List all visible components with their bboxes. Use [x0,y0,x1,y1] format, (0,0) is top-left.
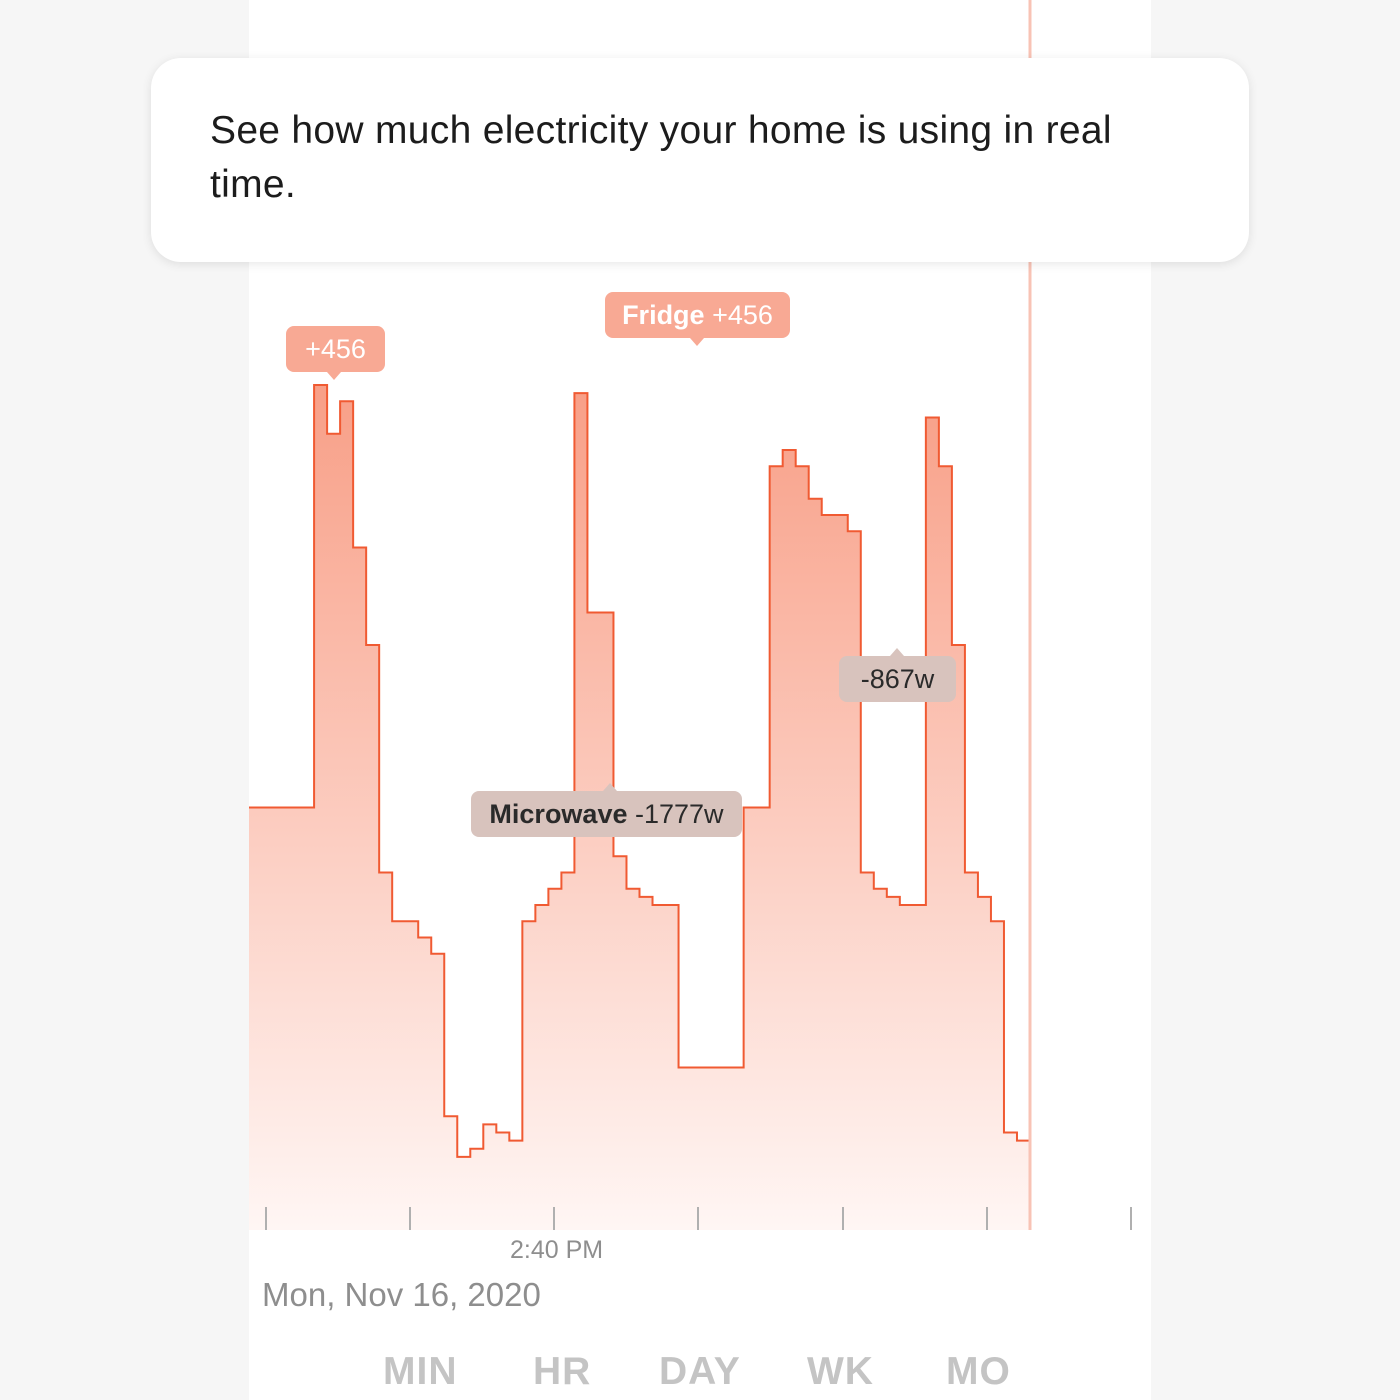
feature-callout: See how much electricity your home is us… [151,58,1249,262]
tag-device: Fridge [622,300,705,330]
tab-day[interactable]: DAY [659,1350,741,1393]
tag-pointer [603,783,617,791]
tab-hr[interactable]: HR [533,1350,592,1393]
peak-annotation-tag[interactable]: +456 [286,326,385,380]
tab-mo[interactable]: MO [946,1350,1011,1393]
tab-min[interactable]: MIN [383,1350,458,1393]
fridge-annotation-tag[interactable]: Fridge +456 [605,292,790,346]
tag-pointer [890,648,904,656]
callout-text: See how much electricity your home is us… [210,109,1112,206]
tag-value: +456 [305,334,366,364]
time-axis-label: 2:40 PM [510,1236,604,1264]
tab-wk[interactable]: WK [807,1350,874,1393]
tag-pointer [690,338,704,346]
time-axis-ticks [265,1207,1132,1230]
tag-value: +456 [712,300,773,330]
usage-line [249,384,1031,1158]
drop-annotation-tag[interactable]: -867w [839,648,956,702]
tag-pointer [327,372,341,380]
tag-device: Microwave [489,799,628,829]
tag-value: -867w [860,664,935,694]
tag-value: -1777w [635,799,724,829]
microwave-annotation-tag[interactable]: Microwave -1777w [471,783,742,837]
date-label: Mon, Nov 16, 2020 [262,1276,541,1313]
